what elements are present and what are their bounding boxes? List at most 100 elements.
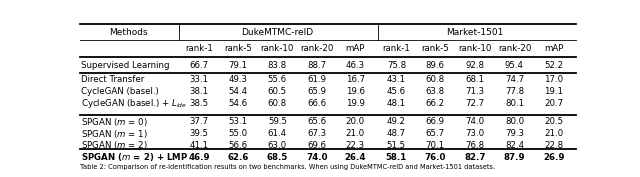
Text: 45.6: 45.6	[387, 87, 406, 96]
Text: SPGAN ($m$ = 2): SPGAN ($m$ = 2)	[81, 139, 148, 151]
Text: 82.7: 82.7	[464, 153, 486, 162]
Text: 71.3: 71.3	[465, 87, 484, 96]
Text: 51.5: 51.5	[387, 141, 406, 150]
Text: 60.8: 60.8	[268, 99, 287, 108]
Text: 89.6: 89.6	[426, 61, 445, 70]
Text: 19.1: 19.1	[544, 87, 563, 96]
Text: 26.9: 26.9	[543, 153, 564, 162]
Text: 49.3: 49.3	[228, 75, 247, 84]
Text: rank-5: rank-5	[421, 44, 449, 53]
Text: 16.7: 16.7	[346, 75, 365, 84]
Text: 59.5: 59.5	[268, 117, 287, 126]
Text: 33.1: 33.1	[189, 75, 209, 84]
Text: 56.6: 56.6	[228, 141, 247, 150]
Text: 38.1: 38.1	[189, 87, 209, 96]
Text: rank-20: rank-20	[498, 44, 531, 53]
Text: mAP: mAP	[544, 44, 563, 53]
Text: rank-5: rank-5	[224, 44, 252, 53]
Text: rank-20: rank-20	[300, 44, 334, 53]
Text: 62.6: 62.6	[227, 153, 248, 162]
Text: 38.5: 38.5	[189, 99, 209, 108]
Text: 88.7: 88.7	[308, 61, 326, 70]
Text: 39.5: 39.5	[189, 129, 209, 138]
Text: 54.6: 54.6	[228, 99, 247, 108]
Text: 26.4: 26.4	[344, 153, 366, 162]
Text: 20.0: 20.0	[346, 117, 365, 126]
Text: 68.1: 68.1	[465, 75, 484, 84]
Text: SPGAN ($m$ = 1): SPGAN ($m$ = 1)	[81, 128, 148, 140]
Text: 83.8: 83.8	[268, 61, 287, 70]
Text: Methods: Methods	[109, 28, 147, 37]
Text: 22.8: 22.8	[544, 141, 563, 150]
Text: 80.0: 80.0	[505, 117, 524, 126]
Text: 22.3: 22.3	[346, 141, 365, 150]
Text: 80.1: 80.1	[505, 99, 524, 108]
Text: 61.4: 61.4	[268, 129, 287, 138]
Text: 87.9: 87.9	[504, 153, 525, 162]
Text: 60.5: 60.5	[268, 87, 287, 96]
Text: 60.8: 60.8	[426, 75, 445, 84]
Text: 37.7: 37.7	[189, 117, 209, 126]
Text: 67.3: 67.3	[308, 129, 326, 138]
Text: 79.1: 79.1	[228, 61, 247, 70]
Text: 46.3: 46.3	[346, 61, 365, 70]
Text: CycleGAN (basel.): CycleGAN (basel.)	[81, 87, 159, 96]
Text: 66.7: 66.7	[189, 61, 209, 70]
Text: SPGAN ($m$ = 2) + LMP: SPGAN ($m$ = 2) + LMP	[81, 151, 188, 163]
Text: 52.2: 52.2	[544, 61, 563, 70]
Text: 43.1: 43.1	[387, 75, 406, 84]
Text: 70.1: 70.1	[426, 141, 445, 150]
Text: 76.8: 76.8	[465, 141, 484, 150]
Text: 76.0: 76.0	[424, 153, 446, 162]
Text: rank-10: rank-10	[458, 44, 492, 53]
Text: 75.8: 75.8	[387, 61, 406, 70]
Text: 48.1: 48.1	[387, 99, 406, 108]
Text: 72.7: 72.7	[465, 99, 484, 108]
Text: 74.0: 74.0	[307, 153, 328, 162]
Text: 79.3: 79.3	[505, 129, 524, 138]
Text: 53.1: 53.1	[228, 117, 247, 126]
Text: 74.0: 74.0	[465, 117, 484, 126]
Text: 65.6: 65.6	[308, 117, 326, 126]
Text: 65.9: 65.9	[308, 87, 326, 96]
Text: 61.9: 61.9	[308, 75, 326, 84]
Text: 95.4: 95.4	[505, 61, 524, 70]
Text: SPGAN ($m$ = 0): SPGAN ($m$ = 0)	[81, 116, 148, 128]
Text: 77.8: 77.8	[505, 87, 524, 96]
Text: 68.5: 68.5	[267, 153, 288, 162]
Text: 41.1: 41.1	[189, 141, 209, 150]
Text: rank-1: rank-1	[185, 44, 213, 53]
Text: 92.8: 92.8	[465, 61, 484, 70]
Text: 74.7: 74.7	[505, 75, 524, 84]
Text: 20.7: 20.7	[544, 99, 563, 108]
Text: 21.0: 21.0	[544, 129, 563, 138]
Text: 66.2: 66.2	[426, 99, 445, 108]
Text: 66.6: 66.6	[308, 99, 326, 108]
Text: 46.9: 46.9	[188, 153, 210, 162]
Text: Market-1501: Market-1501	[446, 28, 504, 37]
Text: rank-10: rank-10	[260, 44, 294, 53]
Text: 55.0: 55.0	[228, 129, 247, 138]
Text: 82.4: 82.4	[505, 141, 524, 150]
Text: mAP: mAP	[346, 44, 365, 53]
Text: Supervised Learning: Supervised Learning	[81, 61, 170, 70]
Text: 49.2: 49.2	[387, 117, 406, 126]
Text: 69.6: 69.6	[308, 141, 326, 150]
Text: 63.0: 63.0	[268, 141, 287, 150]
Text: rank-1: rank-1	[383, 44, 410, 53]
Text: 19.9: 19.9	[346, 99, 365, 108]
Text: 19.6: 19.6	[346, 87, 365, 96]
Text: CycleGAN (basel.) + $L_{ide}$: CycleGAN (basel.) + $L_{ide}$	[81, 97, 188, 110]
Text: Table 2: Comparison of re-identification results on two benchmarks. When using D: Table 2: Comparison of re-identification…	[80, 164, 495, 170]
Text: 66.9: 66.9	[426, 117, 445, 126]
Text: Direct Transfer: Direct Transfer	[81, 75, 144, 84]
Text: 65.7: 65.7	[426, 129, 445, 138]
Text: 63.8: 63.8	[426, 87, 445, 96]
Text: 20.5: 20.5	[544, 117, 563, 126]
Text: 17.0: 17.0	[544, 75, 563, 84]
Text: 73.0: 73.0	[465, 129, 484, 138]
Text: 48.7: 48.7	[387, 129, 406, 138]
Text: 55.6: 55.6	[268, 75, 287, 84]
Text: 21.0: 21.0	[346, 129, 365, 138]
Text: 58.1: 58.1	[386, 153, 407, 162]
